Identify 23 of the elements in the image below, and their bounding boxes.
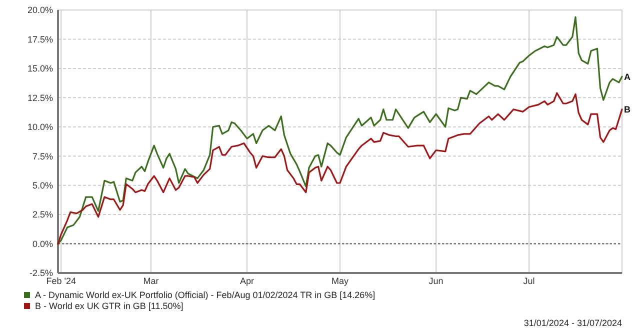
annotation: B (624, 104, 631, 115)
x-tick-label: Jul (523, 276, 535, 286)
y-tick-label: 15.0% (27, 64, 53, 74)
y-tick-label: 5.0% (32, 180, 53, 190)
legend-label: A - Dynamic World ex-UK Portfolio (Official) - Feb/Aug 01/02/2024 TR in GB [14.26%] (35, 290, 376, 300)
text: 31/01/2024 - 31/07/2024 (524, 318, 622, 328)
x-tick-label: May (331, 276, 349, 286)
annotation: A (624, 72, 631, 82)
y-tick-label: 0.0% (32, 238, 53, 249)
y-tick-label: 7.5% (32, 151, 53, 162)
line-series (57, 16, 623, 245)
x-tick-label: Feb '24 (46, 276, 76, 286)
y-tick-label: 17.5% (27, 34, 53, 44)
y-tick-label: 2.5% (32, 210, 53, 220)
y-tick-label: 20.0% (27, 5, 53, 16)
y-tick-label: 12.5% (27, 92, 53, 103)
line-series (57, 92, 623, 245)
x-tick-label: Jun (428, 276, 444, 286)
y-tick-label: -2.5% (29, 268, 53, 278)
legend-label: B - World ex UK GTR in GB [11.50%] (35, 301, 184, 311)
x-tick-label: Mar (143, 276, 159, 286)
y-tick-label: 10.0% (27, 122, 53, 132)
x-tick-label: Apr (240, 276, 254, 286)
